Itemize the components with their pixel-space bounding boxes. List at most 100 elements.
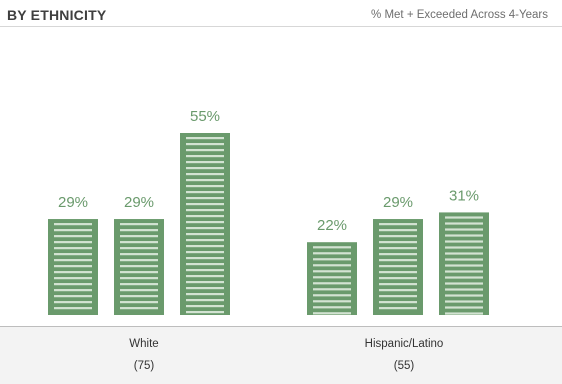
chart-title: BY ETHNICITY: [7, 7, 107, 23]
bar-stripe: [54, 259, 92, 262]
bar-stripe: [54, 265, 92, 268]
bar-value-label-0-0: 29%: [58, 194, 88, 211]
bar-stripe: [54, 277, 92, 280]
bar-stripe: [186, 281, 224, 284]
bar-value-label-1-0: 22%: [317, 217, 347, 234]
bar-stripe: [120, 289, 158, 292]
bar-stripes-1-2: [445, 216, 483, 315]
bar-stripe: [186, 233, 224, 236]
bar-stripe: [445, 228, 483, 231]
bar-stripe: [445, 300, 483, 303]
bar-stripe: [445, 294, 483, 297]
bar-stripe: [186, 155, 224, 158]
bar-stripe: [186, 275, 224, 278]
bar-stripe: [445, 258, 483, 261]
bar-stripe: [54, 283, 92, 286]
bar-stripe: [120, 301, 158, 304]
bar-stripe: [120, 271, 158, 274]
bar-stripe: [120, 283, 158, 286]
bar-stripe: [54, 229, 92, 232]
bar-stripe: [313, 246, 351, 249]
bar-stripe: [186, 179, 224, 182]
bar-stripe: [186, 161, 224, 164]
bar-stripe: [445, 222, 483, 225]
bar-stripe: [54, 307, 92, 310]
bar-stripe: [120, 295, 158, 298]
bar-stripe: [313, 282, 351, 285]
bar-stripe: [379, 271, 417, 274]
bar-stripe: [379, 265, 417, 268]
bar-stripe: [186, 137, 224, 140]
bar-stripe: [186, 149, 224, 152]
bar-stripe: [186, 287, 224, 290]
bar-stripe: [186, 299, 224, 302]
bar-stripe: [120, 229, 158, 232]
bar-1-2: [439, 212, 489, 315]
bar-stripe: [379, 259, 417, 262]
bar-stripe: [313, 288, 351, 291]
bar-stripes-1-1: [379, 223, 417, 310]
bar-stripe: [313, 270, 351, 273]
bar-stripe: [313, 294, 351, 297]
bar-stripe: [186, 239, 224, 242]
bar-stripe: [313, 300, 351, 303]
bar-stripe: [186, 305, 224, 308]
bar-stripe: [313, 306, 351, 309]
bar-stripe: [186, 173, 224, 176]
group-name-white: White: [129, 338, 159, 350]
bar-stripe: [120, 265, 158, 268]
bar-stripe: [313, 276, 351, 279]
bar-stripe: [186, 185, 224, 188]
bar-stripe: [445, 282, 483, 285]
bar-stripe: [54, 223, 92, 226]
bar-stripe: [379, 235, 417, 238]
bar-stripe: [54, 253, 92, 256]
bar-stripe: [313, 252, 351, 255]
bar-stripe: [54, 301, 92, 304]
bar-stripe: [313, 258, 351, 261]
bar-stripe: [379, 283, 417, 286]
bar-stripe: [54, 235, 92, 238]
bar-stripe: [120, 235, 158, 238]
bar-chart: 29% 29% 55% 22% 29% 31%: [48, 108, 489, 315]
bar-stripe: [445, 246, 483, 249]
group-count-white: (75): [133, 360, 155, 372]
bar-stripe: [186, 293, 224, 296]
bar-stripe: [186, 209, 224, 212]
bar-stripe: [445, 306, 483, 309]
bar-value-label-0-2: 55%: [190, 108, 220, 125]
chart-header: BY ETHNICITY % Met + Exceeded Across 4-Y…: [0, 0, 562, 27]
bar-stripe: [120, 241, 158, 244]
bar-stripe: [186, 245, 224, 248]
bar-stripes-1-0: [313, 246, 351, 315]
bar-stripes-0-0: [54, 223, 92, 310]
group-count-hispanic: (55): [393, 360, 415, 372]
bar-stripe: [54, 271, 92, 274]
bar-stripe: [379, 277, 417, 280]
bar-stripe: [186, 197, 224, 200]
bar-value-label-1-1: 29%: [383, 194, 413, 211]
bar-stripe: [186, 221, 224, 224]
bar-stripe: [120, 223, 158, 226]
bar-stripe: [120, 259, 158, 262]
bar-stripe: [379, 289, 417, 292]
bar-stripe: [54, 247, 92, 250]
bar-stripe: [186, 143, 224, 146]
bar-stripe: [379, 223, 417, 226]
bar-stripe: [54, 241, 92, 244]
bar-stripe: [186, 167, 224, 170]
bar-value-label-0-1: 29%: [124, 194, 154, 211]
bar-stripe: [445, 288, 483, 291]
bar-stripe: [379, 307, 417, 310]
bar-stripe: [445, 216, 483, 219]
bar-stripe: [186, 263, 224, 266]
bar-stripe: [445, 252, 483, 255]
bar-stripe: [186, 269, 224, 272]
bar-stripe: [313, 312, 351, 315]
bar-stripe: [379, 247, 417, 250]
bar-stripe: [120, 307, 158, 310]
bar-stripe: [120, 253, 158, 256]
bar-stripe: [379, 241, 417, 244]
bar-stripe: [445, 312, 483, 315]
bar-stripe: [120, 247, 158, 250]
